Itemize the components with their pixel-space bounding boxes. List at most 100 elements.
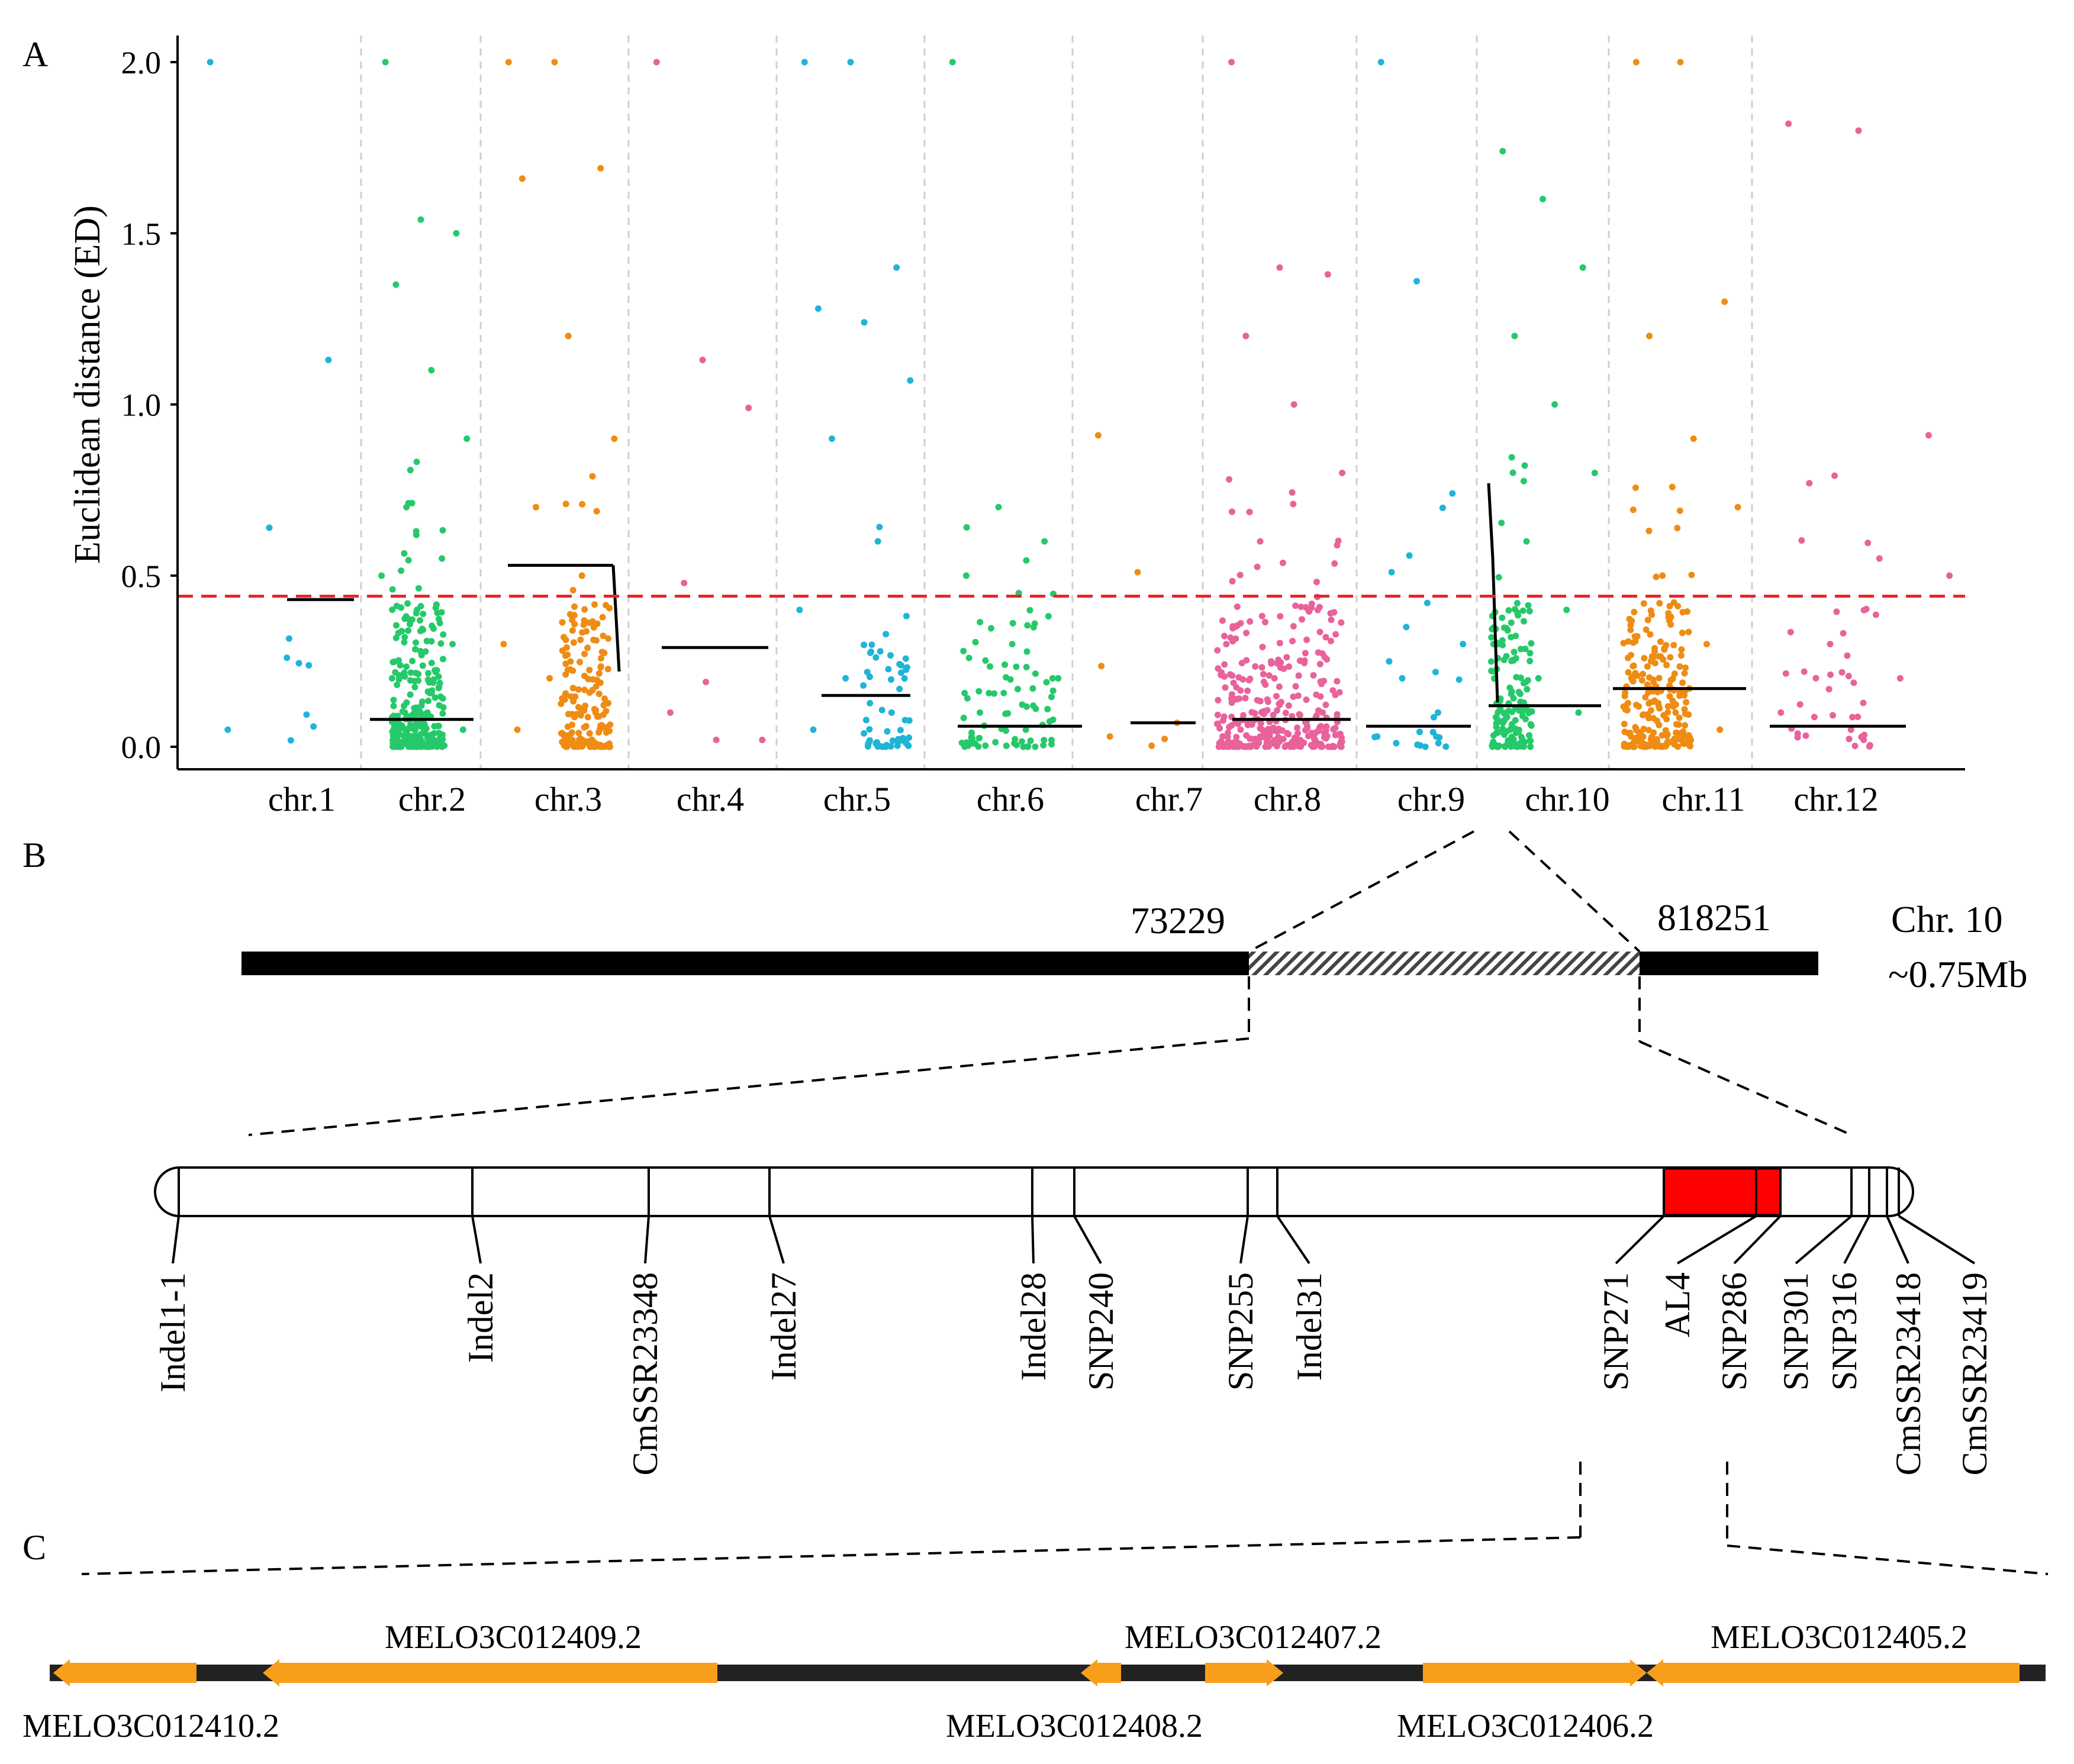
- data-point: [606, 605, 613, 612]
- marker-leader: [1886, 1215, 1909, 1264]
- data-point: [559, 647, 566, 654]
- data-point: [405, 499, 412, 507]
- data-point: [533, 504, 539, 511]
- data-point: [413, 639, 419, 646]
- data-point: [1640, 600, 1647, 607]
- data-point: [1318, 743, 1325, 750]
- data-point: [1290, 501, 1297, 508]
- data-point: [1241, 743, 1248, 750]
- data-point: [390, 702, 397, 710]
- data-point: [1455, 676, 1463, 683]
- fitted-line: [611, 565, 621, 672]
- data-point: [861, 730, 868, 737]
- data-point: [1687, 743, 1693, 750]
- data-point: [1262, 734, 1269, 741]
- data-point: [224, 726, 231, 733]
- data-point: [1798, 537, 1805, 544]
- data-point: [1313, 691, 1320, 698]
- data-point: [1044, 705, 1051, 712]
- data-point: [569, 627, 576, 634]
- data-point: [428, 659, 435, 666]
- data-point: [1645, 715, 1652, 721]
- data-point: [285, 635, 292, 642]
- data-point: [1657, 638, 1664, 645]
- data-point: [1515, 612, 1522, 619]
- data-point: [1650, 729, 1657, 736]
- marker-label: AL4: [1658, 1272, 1697, 1337]
- marker-leader: [644, 1215, 650, 1264]
- data-point: [1235, 674, 1242, 681]
- genes: [53, 1659, 2020, 1686]
- data-point: [1316, 724, 1323, 731]
- data-point: [418, 625, 426, 633]
- y-tick-label: 1.5: [121, 216, 162, 251]
- data-point: [1517, 698, 1524, 705]
- data-point: [866, 726, 873, 733]
- data-point: [1049, 687, 1057, 694]
- data-point: [1018, 738, 1025, 745]
- data-point: [889, 737, 896, 744]
- data-point: [968, 729, 975, 736]
- data-point: [581, 606, 588, 613]
- data-point: [1642, 694, 1649, 701]
- data-point: [1664, 703, 1672, 710]
- data-point: [1495, 718, 1502, 724]
- data-point: [1500, 624, 1508, 631]
- data-point: [1523, 538, 1530, 545]
- data-point: [1488, 667, 1495, 675]
- y-tick-label: 2.0: [121, 45, 162, 80]
- data-point: [565, 333, 572, 340]
- data-point: [842, 675, 849, 682]
- data-point: [1265, 743, 1272, 750]
- data-point: [893, 264, 900, 271]
- x-tick-label: chr.2: [398, 780, 466, 818]
- data-point: [403, 663, 410, 670]
- data-point: [987, 625, 994, 632]
- data-point: [1258, 612, 1265, 620]
- data-point: [897, 727, 904, 734]
- data-point: [1563, 607, 1570, 614]
- data-point: [1512, 633, 1519, 640]
- genetic-map: Indel1-1 Indel2 CmSSR23348 Indel27 Indel28 SN…: [153, 1166, 1994, 1475]
- data-point: [1509, 469, 1516, 476]
- end-position: 818251: [1657, 896, 1771, 939]
- data-point: [1621, 721, 1628, 727]
- data-point: [597, 655, 604, 662]
- data-point: [1522, 679, 1529, 686]
- data-point: [1644, 681, 1651, 688]
- zoom-lines-map-to-genes: [81, 1462, 2049, 1575]
- data-point: [1825, 686, 1833, 693]
- data-point: [1277, 613, 1284, 620]
- data-point: [1294, 692, 1302, 699]
- data-point: [1106, 733, 1113, 740]
- data-point: [435, 685, 442, 692]
- data-point: [310, 723, 317, 730]
- data-point: [1013, 663, 1020, 670]
- data-point: [562, 743, 569, 750]
- data-point: [1292, 683, 1299, 690]
- data-point: [571, 621, 578, 628]
- data-point: [1631, 608, 1638, 615]
- data-point: [595, 691, 603, 697]
- data-point: [1251, 736, 1258, 743]
- data-point: [1232, 623, 1239, 630]
- data-point: [972, 638, 979, 646]
- marker-label: Indel28: [1014, 1272, 1053, 1381]
- data-point: [1325, 743, 1332, 750]
- data-point: [796, 607, 803, 614]
- data-point: [1285, 702, 1292, 709]
- marker-leader: [1733, 1215, 1782, 1265]
- data-point: [1673, 729, 1680, 736]
- data-point: [1247, 618, 1254, 625]
- data-point: [1023, 557, 1030, 564]
- data-point: [901, 675, 908, 682]
- data-point: [413, 459, 420, 465]
- data-point: [1316, 628, 1323, 636]
- data-point: [898, 669, 905, 676]
- data-point: [418, 698, 426, 705]
- data-point: [1040, 741, 1047, 749]
- data-point: [1041, 737, 1048, 744]
- data-point: [975, 735, 983, 741]
- data-point: [463, 435, 471, 442]
- data-point: [1246, 508, 1253, 515]
